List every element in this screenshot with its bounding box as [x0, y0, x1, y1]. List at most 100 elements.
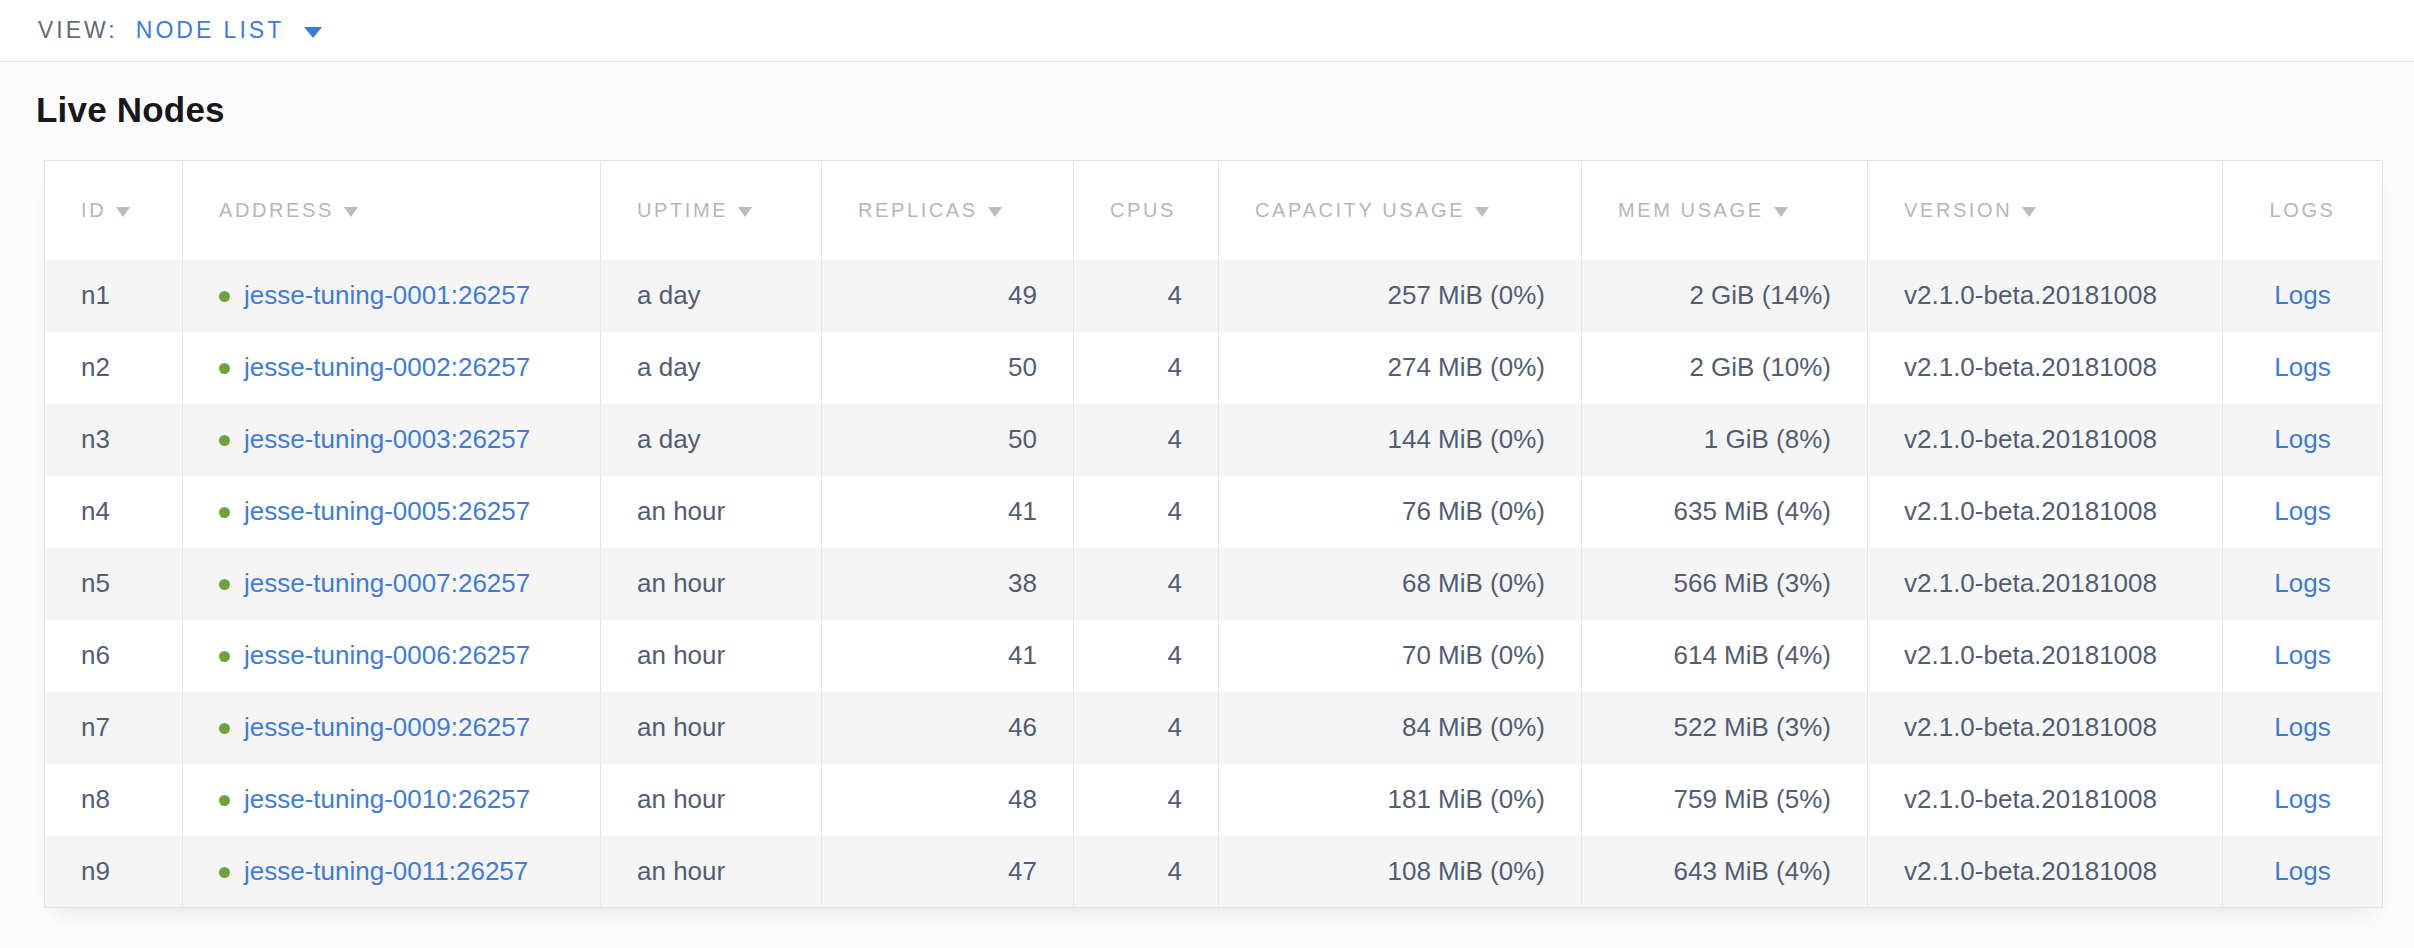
node-live-status-icon: [219, 795, 230, 806]
column-header-label: CAPACITY USAGE: [1255, 199, 1465, 221]
table-row: n1jesse-tuning-0001:26257a day494257 MiB…: [45, 260, 2383, 332]
node-live-status-icon: [219, 867, 230, 878]
node-address-link[interactable]: jesse-tuning-0001:26257: [244, 280, 530, 310]
cell-replicas: 46: [822, 692, 1074, 764]
node-logs-link[interactable]: Logs: [2274, 280, 2330, 310]
node-logs-link[interactable]: Logs: [2274, 496, 2330, 526]
cell-value: 50: [1008, 424, 1037, 454]
cell-value: 84 MiB (0%): [1402, 712, 1545, 742]
cell-mem: 1 GiB (8%): [1582, 404, 1868, 476]
cell-version: v2.1.0-beta.20181008: [1868, 548, 2223, 620]
cell-value: 4: [1168, 568, 1182, 598]
cell-cpus: 4: [1074, 548, 1219, 620]
cell-value: n1: [81, 280, 110, 310]
view-mode-dropdown[interactable]: NODE LIST: [136, 17, 322, 44]
cell-value: v2.1.0-beta.20181008: [1904, 856, 2157, 886]
node-address-link[interactable]: jesse-tuning-0003:26257: [244, 424, 530, 454]
column-header-mem[interactable]: MEM USAGE: [1582, 161, 1868, 260]
column-header-version[interactable]: VERSION: [1868, 161, 2223, 260]
table-row: n7jesse-tuning-0009:26257an hour46484 Mi…: [45, 692, 2383, 764]
sort-caret-icon: [988, 207, 1002, 217]
cell-value: v2.1.0-beta.20181008: [1904, 352, 2157, 382]
node-address-link[interactable]: jesse-tuning-0006:26257: [244, 640, 530, 670]
node-logs-link[interactable]: Logs: [2274, 568, 2330, 598]
cell-value: n3: [81, 424, 110, 454]
cell-value: 4: [1168, 856, 1182, 886]
cell-capacity: 257 MiB (0%): [1219, 260, 1582, 332]
cell-cpus: 4: [1074, 764, 1219, 836]
node-live-status-icon: [219, 651, 230, 662]
column-header-label: REPLICAS: [858, 199, 978, 221]
node-live-status-icon: [219, 723, 230, 734]
cell-cpus: 4: [1074, 692, 1219, 764]
cell-capacity: 68 MiB (0%): [1219, 548, 1582, 620]
cell-version: v2.1.0-beta.20181008: [1868, 764, 2223, 836]
cell-value: 144 MiB (0%): [1388, 424, 1546, 454]
node-address-link[interactable]: jesse-tuning-0010:26257: [244, 784, 530, 814]
node-logs-link[interactable]: Logs: [2274, 424, 2330, 454]
cell-cpus: 4: [1074, 332, 1219, 404]
cell-uptime: an hour: [601, 548, 822, 620]
cell-value: an hour: [637, 568, 725, 598]
table-row: n8jesse-tuning-0010:26257an hour484181 M…: [45, 764, 2383, 836]
cell-uptime: a day: [601, 260, 822, 332]
cell-version: v2.1.0-beta.20181008: [1868, 692, 2223, 764]
column-header-label: UPTIME: [637, 199, 728, 221]
live-nodes-table: IDADDRESSUPTIMEREPLICASCPUSCAPACITY USAG…: [44, 160, 2383, 908]
cell-cpus: 4: [1074, 620, 1219, 692]
cell-uptime: a day: [601, 404, 822, 476]
table-row: n9jesse-tuning-0011:26257an hour474108 M…: [45, 836, 2383, 908]
cell-replicas: 41: [822, 620, 1074, 692]
column-header-replicas[interactable]: REPLICAS: [822, 161, 1074, 260]
column-header-capacity[interactable]: CAPACITY USAGE: [1219, 161, 1582, 260]
cell-value: 4: [1168, 496, 1182, 526]
cell-capacity: 70 MiB (0%): [1219, 620, 1582, 692]
cell-cpus: 4: [1074, 836, 1219, 908]
cell-value: v2.1.0-beta.20181008: [1904, 280, 2157, 310]
chevron-down-icon: [304, 27, 322, 38]
cell-value: n6: [81, 640, 110, 670]
cell-capacity: 181 MiB (0%): [1219, 764, 1582, 836]
cell-value: a day: [637, 424, 701, 454]
cell-value: v2.1.0-beta.20181008: [1904, 640, 2157, 670]
live-nodes-table-container: IDADDRESSUPTIMEREPLICASCPUSCAPACITY USAG…: [44, 160, 2382, 908]
view-toolbar: VIEW: NODE LIST: [0, 0, 2414, 62]
node-logs-link[interactable]: Logs: [2274, 784, 2330, 814]
node-address-link[interactable]: jesse-tuning-0002:26257: [244, 352, 530, 382]
cell-id: n8: [45, 764, 183, 836]
cell-value: an hour: [637, 784, 725, 814]
node-logs-link[interactable]: Logs: [2274, 856, 2330, 886]
node-logs-link[interactable]: Logs: [2274, 352, 2330, 382]
cell-version: v2.1.0-beta.20181008: [1868, 620, 2223, 692]
cell-value: 1 GiB (8%): [1704, 424, 1831, 454]
cell-id: n6: [45, 620, 183, 692]
column-header-uptime[interactable]: UPTIME: [601, 161, 822, 260]
cell-logs: Logs: [2223, 764, 2383, 836]
cell-value: 181 MiB (0%): [1388, 784, 1546, 814]
cell-value: 68 MiB (0%): [1402, 568, 1545, 598]
cell-uptime: a day: [601, 332, 822, 404]
node-logs-link[interactable]: Logs: [2274, 640, 2330, 670]
node-live-status-icon: [219, 291, 230, 302]
cell-address: jesse-tuning-0001:26257: [183, 260, 601, 332]
cell-value: 50: [1008, 352, 1037, 382]
node-address-link[interactable]: jesse-tuning-0005:26257: [244, 496, 530, 526]
cell-value: an hour: [637, 640, 725, 670]
node-address-link[interactable]: jesse-tuning-0007:26257: [244, 568, 530, 598]
node-address-link[interactable]: jesse-tuning-0011:26257: [244, 856, 528, 886]
node-address-link[interactable]: jesse-tuning-0009:26257: [244, 712, 530, 742]
table-header-row: IDADDRESSUPTIMEREPLICASCPUSCAPACITY USAG…: [45, 161, 2383, 260]
cell-logs: Logs: [2223, 548, 2383, 620]
column-header-address[interactable]: ADDRESS: [183, 161, 601, 260]
cell-uptime: an hour: [601, 620, 822, 692]
cell-address: jesse-tuning-0011:26257: [183, 836, 601, 908]
view-mode-selected-value: NODE LIST: [136, 17, 284, 44]
node-logs-link[interactable]: Logs: [2274, 712, 2330, 742]
sort-caret-icon: [1475, 207, 1489, 217]
sort-caret-icon: [344, 207, 358, 217]
cell-address: jesse-tuning-0003:26257: [183, 404, 601, 476]
cell-value: 274 MiB (0%): [1388, 352, 1546, 382]
cell-mem: 635 MiB (4%): [1582, 476, 1868, 548]
column-header-id[interactable]: ID: [45, 161, 183, 260]
cell-logs: Logs: [2223, 692, 2383, 764]
